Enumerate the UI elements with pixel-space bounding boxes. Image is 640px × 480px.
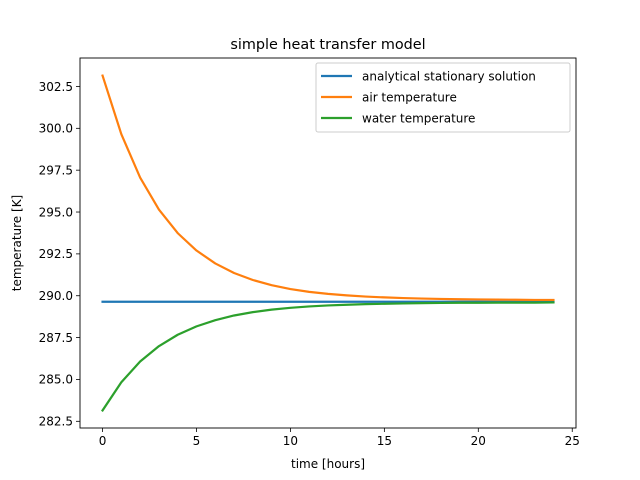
legend-items: analytical stationary solution air temper… — [321, 69, 536, 125]
y-axis-ticks: 282.5 285.0 287.5 290.0 292.5 295.0 297.5 300.0… — [39, 80, 80, 429]
y-tick-label: 295.0 — [39, 205, 73, 219]
x-tick-label: 10 — [283, 434, 298, 448]
y-tick-label: 290.0 — [39, 289, 73, 303]
x-tick-label: 25 — [565, 434, 580, 448]
legend-label-1: air temperature — [362, 90, 457, 104]
series-line-1 — [101, 74, 555, 302]
y-tick-label: 282.5 — [39, 415, 73, 429]
chart-title: simple heat transfer model — [230, 37, 425, 53]
legend-label-0: analytical stationary solution — [362, 69, 536, 83]
x-tick-label: 0 — [99, 434, 107, 448]
x-axis-ticks: 0 5 10 15 20 25 — [99, 428, 580, 448]
x-axis-label: time [hours] — [291, 457, 365, 471]
y-tick-label: 285.0 — [39, 373, 73, 387]
y-tick-label: 292.5 — [39, 247, 73, 261]
x-tick-label: 20 — [471, 434, 486, 448]
y-tick-label: 300.0 — [39, 122, 73, 136]
x-tick-label: 5 — [193, 434, 201, 448]
legend-label-2: water temperature — [362, 111, 475, 125]
legend-box — [315, 62, 571, 133]
series-layer — [101, 74, 555, 412]
plot-frame — [79, 57, 577, 429]
series-line-2 — [101, 301, 555, 412]
y-tick-label: 297.5 — [39, 163, 73, 177]
y-axis-label: temperature [K] — [10, 195, 24, 291]
x-tick-label: 15 — [377, 434, 392, 448]
y-tick-label: 287.5 — [39, 331, 73, 345]
y-tick-label: 302.5 — [39, 80, 73, 94]
legend: analytical stationary solution air temper… — [315, 62, 571, 133]
